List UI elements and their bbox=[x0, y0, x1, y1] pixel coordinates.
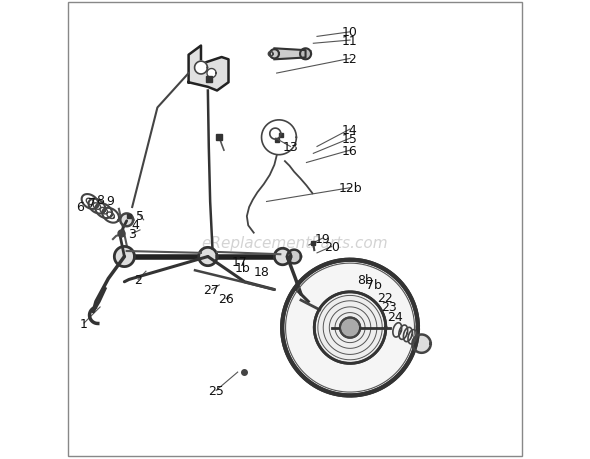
Text: 11: 11 bbox=[342, 34, 358, 47]
Text: 19: 19 bbox=[314, 232, 330, 245]
Polygon shape bbox=[287, 250, 301, 264]
Polygon shape bbox=[207, 69, 216, 78]
Polygon shape bbox=[340, 318, 360, 338]
Text: eReplacementParts.com: eReplacementParts.com bbox=[202, 236, 388, 251]
Polygon shape bbox=[270, 50, 279, 59]
Polygon shape bbox=[412, 335, 431, 353]
Polygon shape bbox=[195, 62, 208, 75]
Text: 10: 10 bbox=[342, 26, 358, 39]
Text: 23: 23 bbox=[382, 301, 397, 314]
Text: 25: 25 bbox=[208, 384, 224, 397]
Text: 27: 27 bbox=[204, 283, 219, 297]
Polygon shape bbox=[120, 214, 133, 227]
Polygon shape bbox=[199, 248, 217, 266]
Text: 1: 1 bbox=[80, 317, 88, 330]
Text: 12: 12 bbox=[342, 53, 358, 66]
Text: 16: 16 bbox=[342, 144, 358, 157]
Text: 8: 8 bbox=[96, 193, 104, 206]
Text: 8b: 8b bbox=[357, 274, 373, 286]
Polygon shape bbox=[282, 260, 418, 396]
Text: 4: 4 bbox=[132, 218, 139, 231]
Text: 7b: 7b bbox=[366, 279, 382, 292]
Polygon shape bbox=[189, 46, 228, 91]
Polygon shape bbox=[274, 249, 291, 265]
Text: 14: 14 bbox=[342, 123, 358, 136]
Polygon shape bbox=[300, 49, 311, 60]
Text: 12b: 12b bbox=[338, 182, 362, 195]
Text: 1b: 1b bbox=[234, 262, 250, 275]
Text: 7: 7 bbox=[88, 196, 96, 209]
Polygon shape bbox=[314, 292, 386, 364]
Text: 9: 9 bbox=[107, 195, 114, 207]
Text: 22: 22 bbox=[378, 291, 393, 305]
Text: 13: 13 bbox=[283, 140, 299, 154]
Text: 18: 18 bbox=[254, 266, 270, 279]
Text: 2: 2 bbox=[134, 274, 142, 286]
Polygon shape bbox=[114, 247, 135, 267]
Text: 20: 20 bbox=[324, 241, 340, 253]
Text: 26: 26 bbox=[218, 292, 234, 306]
Text: 3: 3 bbox=[128, 228, 136, 241]
Text: 5: 5 bbox=[136, 209, 144, 222]
Text: 15: 15 bbox=[342, 132, 358, 146]
Text: 24: 24 bbox=[387, 310, 403, 323]
Text: 6: 6 bbox=[77, 201, 84, 214]
Text: 17: 17 bbox=[232, 255, 248, 268]
Polygon shape bbox=[274, 49, 306, 60]
